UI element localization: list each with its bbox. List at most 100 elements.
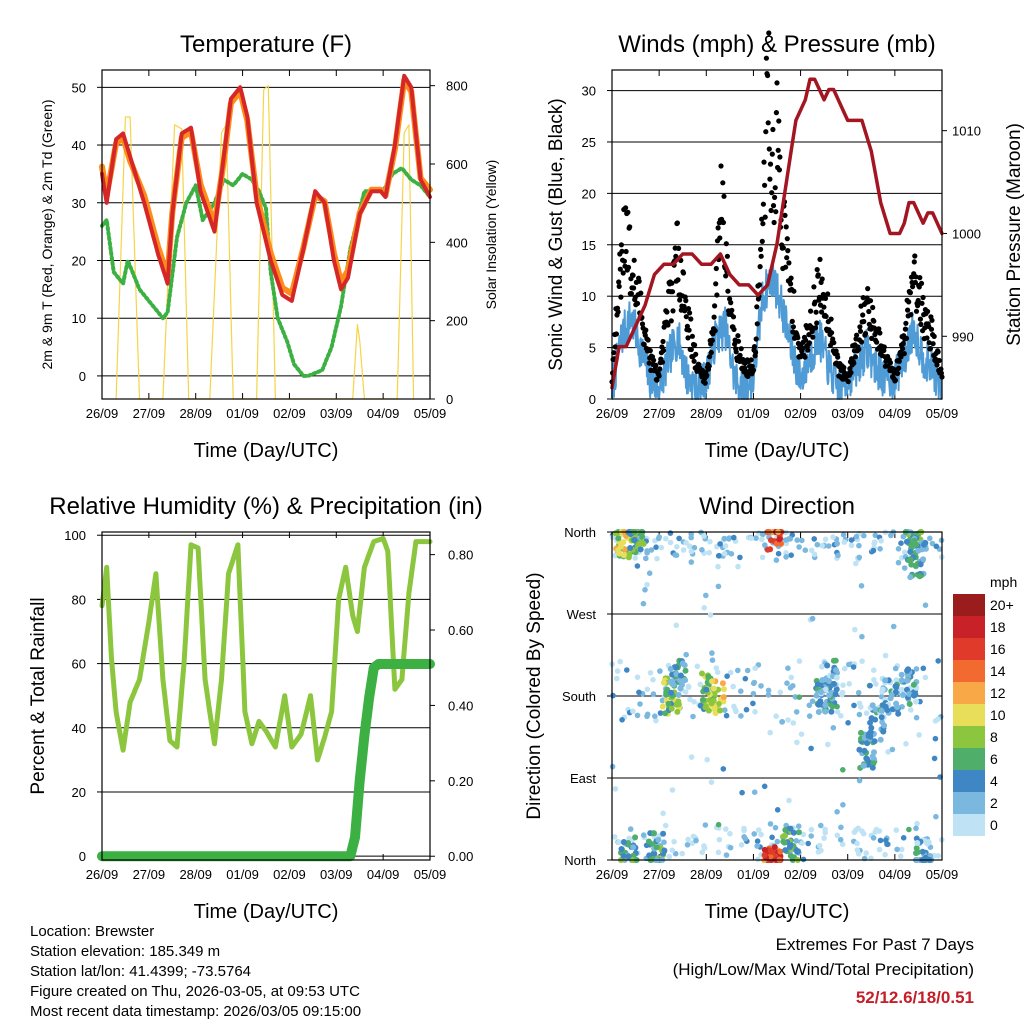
wind-direction-point bbox=[822, 536, 829, 543]
gust-point bbox=[661, 347, 667, 354]
wind-direction-point bbox=[709, 678, 715, 685]
wind-direction-point bbox=[656, 534, 662, 540]
gust-point bbox=[723, 273, 729, 279]
wind-direction-point bbox=[853, 560, 859, 567]
panel2-ytick-right-label: 1010 bbox=[952, 124, 981, 139]
wind-direction-point bbox=[931, 755, 938, 762]
gust-point bbox=[815, 272, 821, 278]
gust-point bbox=[821, 304, 827, 310]
wind-direction-point bbox=[672, 850, 679, 857]
wind-direction-point bbox=[765, 687, 772, 694]
colorbar-swatch bbox=[953, 814, 985, 836]
wind-direction-point bbox=[723, 826, 729, 832]
wind-direction-point bbox=[922, 674, 929, 681]
wind-direction-point bbox=[722, 543, 729, 549]
gust-point bbox=[810, 334, 816, 340]
wind-direction-point bbox=[933, 543, 940, 550]
wind-direction-point bbox=[673, 664, 680, 671]
wind-direction-point bbox=[750, 690, 757, 697]
wind-direction-point bbox=[769, 834, 775, 841]
gust-point bbox=[708, 349, 714, 356]
gust-point bbox=[784, 255, 790, 261]
wind-direction-point bbox=[864, 740, 871, 747]
wind-direction-point bbox=[848, 537, 855, 543]
wind-direction-point bbox=[809, 698, 816, 704]
wind-direction-point bbox=[881, 722, 888, 729]
gust-point bbox=[913, 274, 919, 280]
gust-point bbox=[791, 288, 797, 294]
wind-direction-point bbox=[851, 829, 858, 835]
wind-direction-point bbox=[914, 849, 921, 856]
wind-direction-point bbox=[691, 699, 697, 705]
wind-direction-point bbox=[714, 669, 721, 675]
wind-direction-point bbox=[661, 847, 668, 854]
wind-direction-point bbox=[663, 535, 669, 542]
wind-direction-point bbox=[935, 716, 941, 722]
wind-direction-point bbox=[669, 847, 676, 854]
wind-direction-point bbox=[793, 838, 800, 844]
gust-point bbox=[767, 176, 773, 182]
gust-point bbox=[812, 299, 818, 305]
wind-direction-point bbox=[882, 677, 889, 684]
wind-direction-point bbox=[721, 535, 728, 542]
gust-point bbox=[613, 331, 620, 337]
wind-direction-point bbox=[673, 622, 680, 629]
panel1-xtick-label: 05/09 bbox=[414, 406, 447, 421]
wind-direction-point bbox=[908, 707, 914, 713]
wind-direction-point bbox=[620, 853, 627, 859]
wind-direction-point bbox=[895, 559, 902, 566]
wind-direction-point bbox=[819, 542, 825, 549]
wind-direction-point bbox=[859, 828, 865, 834]
wind-direction-point bbox=[877, 837, 884, 844]
wind-direction-point bbox=[701, 843, 707, 849]
wind-direction-point bbox=[625, 853, 632, 860]
wind-direction-point bbox=[706, 549, 712, 556]
gust-point bbox=[857, 324, 863, 330]
wind-direction-point bbox=[929, 540, 936, 547]
wind-direction-point bbox=[814, 541, 821, 548]
wind-direction-point bbox=[699, 849, 705, 856]
gust-point bbox=[766, 30, 772, 36]
wind-direction-point bbox=[841, 665, 848, 672]
gust-point bbox=[783, 224, 789, 230]
panel4-xtick-label: 04/09 bbox=[879, 867, 912, 882]
wind-direction-point bbox=[637, 546, 644, 553]
wind-direction-point bbox=[846, 681, 852, 687]
wind-direction-point bbox=[845, 720, 851, 726]
wind-direction-point bbox=[935, 658, 941, 664]
panel4-ylabel: Direction (Colored By Speed) bbox=[524, 572, 545, 819]
wind-direction-point bbox=[626, 551, 633, 558]
wind-direction-point bbox=[811, 551, 818, 558]
wind-direction-point bbox=[739, 789, 745, 796]
wind-direction-point bbox=[646, 570, 653, 576]
wind-direction-point bbox=[871, 667, 877, 673]
gust-point bbox=[854, 332, 860, 338]
gust-point bbox=[750, 367, 757, 373]
wind-direction-point bbox=[901, 565, 908, 571]
colorbar-swatch bbox=[953, 616, 985, 638]
gust-point bbox=[811, 284, 817, 290]
gust-point bbox=[773, 209, 779, 215]
wind-direction-point bbox=[878, 707, 885, 714]
gust-point bbox=[751, 344, 758, 350]
wind-direction-point bbox=[661, 839, 667, 845]
gust-point bbox=[803, 337, 809, 343]
wind-direction-point bbox=[667, 530, 674, 536]
panel4-xtick-label: 26/09 bbox=[596, 867, 629, 882]
wind-direction-point bbox=[657, 710, 664, 716]
wind-direction-point bbox=[759, 531, 766, 538]
panel1-frame bbox=[101, 69, 431, 400]
wind-direction-point bbox=[738, 688, 744, 694]
gust-point bbox=[876, 326, 882, 332]
gust-point bbox=[934, 362, 940, 368]
colorbar-label: 4 bbox=[990, 773, 998, 789]
gust-point bbox=[901, 351, 907, 357]
wind-direction-point bbox=[858, 729, 864, 736]
wind-direction-point bbox=[636, 689, 642, 696]
wind-direction-point bbox=[856, 711, 863, 718]
precipitation-line bbox=[97, 659, 435, 862]
wind-direction-point bbox=[741, 834, 747, 840]
gust-point bbox=[898, 354, 904, 360]
wind-direction-point bbox=[840, 767, 846, 773]
gust-point bbox=[874, 339, 880, 345]
